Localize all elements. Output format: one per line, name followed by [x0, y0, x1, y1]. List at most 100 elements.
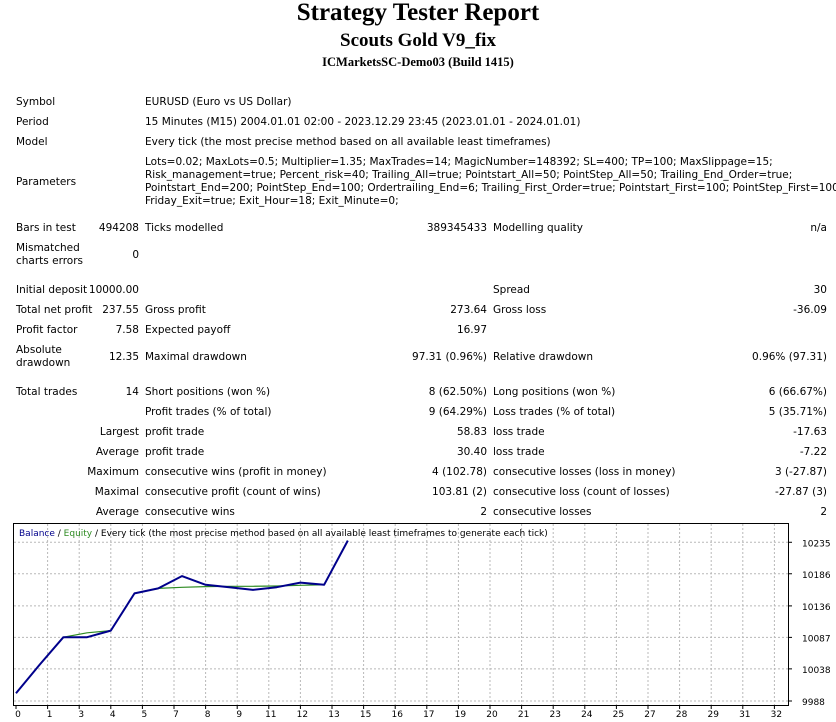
symbol-label: Symbol — [16, 96, 56, 108]
equity-line — [15, 540, 349, 694]
mismatch-value: 0 — [132, 249, 139, 261]
x-tick-label: 27 — [644, 710, 655, 719]
y-tick-label: 10087 — [802, 634, 831, 644]
x-tick-label: 31 — [739, 710, 750, 719]
chart-series — [15, 540, 349, 694]
bars-value: 494208 — [98, 222, 139, 234]
parameters-label: Parameters — [16, 176, 77, 188]
maximal-drawdown-value: 97.31 (0.96%) — [412, 351, 487, 363]
ticks-label: Ticks modelled — [145, 222, 224, 234]
profit-trades-label: Profit trades (% of total) — [145, 406, 272, 418]
x-tick-label: 17 — [423, 710, 434, 719]
parameters-line: Pointstart_End=200; PointStep_End=100; O… — [145, 182, 836, 194]
maximal-consecutive-profit-label: consecutive profit (count of wins) — [145, 486, 321, 498]
x-tick-label: 20 — [486, 710, 498, 719]
symbol-value: EURUSD (Euro vs US Dollar) — [145, 96, 292, 108]
x-tick-label: 9 — [236, 710, 242, 719]
maximal-label: Maximal — [94, 486, 139, 498]
mismatch-label: charts errors — [16, 255, 83, 267]
expert-name: Scouts Gold V9_fix — [340, 30, 496, 51]
ticks-value: 389345433 — [426, 222, 487, 234]
y-tick-label: 9988 — [802, 698, 825, 708]
model-value: Every tick (the most precise method base… — [145, 136, 551, 148]
x-tick-label: 3 — [78, 710, 84, 719]
relative-drawdown-label: Relative drawdown — [493, 351, 594, 363]
parameters-line: Friday_Exit=true; Exit_Hour=18; Exit_Min… — [145, 195, 399, 207]
largest-loss-value: -17.63 — [793, 426, 827, 438]
period-value: 15 Minutes (M15) 2004.01.01 02:00 - 2023… — [145, 116, 581, 128]
average-loss-label: loss trade — [493, 446, 545, 458]
y-tick-label: 10136 — [802, 603, 831, 613]
legend-equity: Equity — [64, 529, 93, 539]
largest-profit-value: 58.83 — [456, 426, 487, 438]
average-consecutive-wins-label: consecutive wins — [145, 506, 235, 518]
report-title: Strategy Tester Report — [296, 0, 540, 26]
x-tick-label: 16 — [391, 710, 403, 719]
deposit-label: Initial deposit — [16, 284, 88, 296]
chart-legend: Balance / Equity / Every tick (the most … — [19, 529, 548, 539]
gross-profit-value: 273.64 — [450, 304, 487, 316]
short-positions-label: Short positions (won %) — [145, 386, 271, 398]
max-consecutive-losses-value: 3 (-27.87) — [774, 466, 827, 478]
expected-payoff-label: Expected payoff — [145, 324, 231, 336]
x-tick-label: 28 — [676, 710, 688, 719]
y-tick-label: 10186 — [802, 571, 831, 581]
x-tick-label: 8 — [205, 710, 211, 719]
net-profit-label: Total net profit — [16, 304, 93, 316]
model-label: Model — [16, 136, 48, 148]
absolute-drawdown-label: drawdown — [16, 357, 71, 369]
x-tick-label: 23 — [549, 710, 560, 719]
max-consecutive-wins-label: consecutive wins (profit in money) — [145, 466, 327, 478]
gross-loss-value: -36.09 — [793, 304, 827, 316]
absolute-drawdown-label: Absolute — [16, 344, 62, 356]
legend-balance: Balance — [19, 529, 55, 539]
max-consecutive-losses-label: consecutive losses (loss in money) — [493, 466, 676, 478]
balance-equity-chart: 0 1 3 4 5 7 8 9 11 12 13 15 16 17 19 20 21 23 24 25 27 28 29 31… — [13, 523, 831, 719]
max-consecutive-wins-value: 4 (102.78) — [432, 466, 487, 478]
loss-trades-label: Loss trades (% of total) — [493, 406, 616, 418]
expected-payoff-value: 16.97 — [456, 324, 487, 336]
average-consecutive-losses-label: consecutive losses — [493, 506, 592, 518]
x-tick-label: 4 — [110, 710, 116, 719]
bars-label: Bars in test — [16, 222, 76, 234]
legend-description: / Every tick (the most precise method ba… — [92, 529, 548, 539]
x-tick-label: 15 — [360, 710, 371, 719]
maximum-label: Maximum — [87, 466, 139, 478]
x-tick-label: 32 — [771, 710, 782, 719]
x-tick-label: 19 — [455, 710, 467, 719]
parameters-line: Risk_management=true; Percent_risk=40; T… — [145, 169, 793, 181]
x-tick-label: 0 — [15, 710, 21, 719]
x-tick-label: 11 — [265, 710, 276, 719]
period-label: Period — [16, 116, 49, 128]
maximal-drawdown-label: Maximal drawdown — [145, 351, 247, 363]
y-tick-label: 10235 — [802, 539, 831, 549]
long-positions-label: Long positions (won %) — [493, 386, 616, 398]
average-consecutive-label: Average — [95, 506, 139, 518]
absolute-drawdown-value: 12.35 — [108, 351, 139, 363]
x-tick-label: 24 — [581, 710, 593, 719]
x-tick-label: 13 — [328, 710, 339, 719]
chart-grid — [14, 524, 788, 705]
deposit-value: 10000.00 — [88, 284, 139, 296]
average-consecutive-losses-value: 2 — [820, 506, 827, 518]
profit-trades-value: 9 (64.29%) — [428, 406, 487, 418]
legend-separator: / — [55, 529, 64, 539]
y-tick-label: 10038 — [802, 666, 831, 676]
short-positions-value: 8 (62.50%) — [428, 386, 487, 398]
quality-value: n/a — [810, 222, 827, 234]
largest-loss-label: loss trade — [493, 426, 545, 438]
average-loss-value: -7.22 — [799, 446, 827, 458]
profit-factor-label: Profit factor — [16, 324, 78, 336]
long-positions-value: 6 (66.67%) — [768, 386, 827, 398]
average-consecutive-wins-value: 2 — [480, 506, 487, 518]
x-tick-label: 1 — [47, 710, 53, 719]
maximal-consecutive-profit-value: 103.81 (2) — [432, 486, 487, 498]
net-profit-value: 237.55 — [102, 304, 139, 316]
balance-line — [15, 540, 349, 694]
x-tick-label: 5 — [142, 710, 148, 719]
relative-drawdown-value: 0.96% (97.31) — [752, 351, 827, 363]
server-build: ICMarketsSC-Demo03 (Build 1415) — [322, 55, 514, 69]
gross-loss-label: Gross loss — [493, 304, 547, 316]
average-profit-value: 30.40 — [456, 446, 487, 458]
gross-profit-label: Gross profit — [145, 304, 206, 316]
